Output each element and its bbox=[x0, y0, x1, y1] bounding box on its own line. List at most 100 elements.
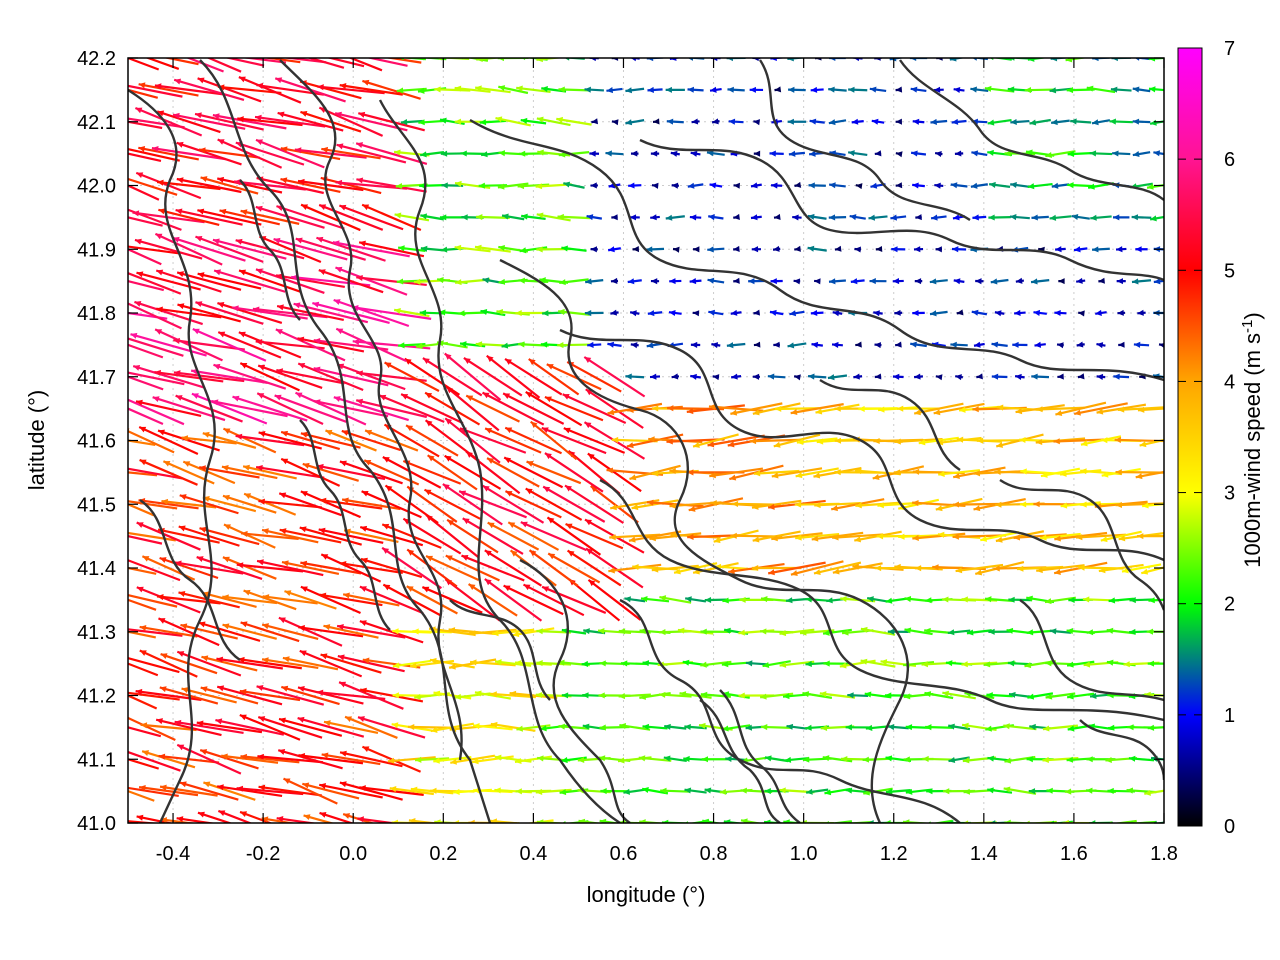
wind-arrow-head bbox=[468, 819, 475, 823]
wind-arrow bbox=[359, 585, 424, 615]
wind-arrow bbox=[828, 86, 847, 93]
wind-arrow-head bbox=[459, 341, 467, 348]
wind-arrow-head bbox=[1067, 693, 1074, 700]
wind-arrow-head bbox=[650, 214, 657, 221]
wind-arrow bbox=[176, 177, 242, 194]
wind-arrow-shaft bbox=[336, 143, 407, 164]
wind-arrow-head bbox=[475, 341, 483, 348]
wind-arrow bbox=[690, 150, 701, 157]
wind-arrow bbox=[175, 394, 243, 423]
wind-arrow bbox=[647, 86, 663, 93]
wind-arrow-head bbox=[661, 819, 669, 823]
wind-arrow-head bbox=[160, 817, 168, 823]
wind-arrow bbox=[1077, 373, 1085, 380]
wind-arrow-shaft bbox=[583, 356, 646, 398]
wind-arrow-head bbox=[213, 363, 221, 370]
wind-arrow-head bbox=[710, 86, 717, 93]
wind-arrow-head bbox=[651, 182, 659, 189]
wind-arrow bbox=[240, 621, 300, 643]
wind-arrow-head bbox=[806, 788, 813, 795]
wind-arrow bbox=[397, 245, 426, 253]
wind-arrow-head bbox=[693, 246, 700, 253]
wind-arrow-head bbox=[711, 342, 719, 349]
wind-arrow-shaft bbox=[300, 585, 361, 615]
wind-arrow-head bbox=[406, 425, 414, 432]
wind-arrow bbox=[300, 490, 361, 519]
wind-arrow-head bbox=[254, 51, 261, 57]
wind-arrow-head bbox=[915, 214, 922, 221]
wind-arrow bbox=[522, 583, 585, 617]
wind-arrow bbox=[378, 394, 445, 423]
wind-arrow-shaft bbox=[490, 692, 536, 699]
wind-arrow-head bbox=[1115, 469, 1122, 476]
wind-arrow-head bbox=[297, 716, 305, 723]
wind-arrow-head bbox=[119, 498, 126, 504]
wind-arrow bbox=[685, 596, 707, 603]
wind-arrow-head bbox=[509, 690, 517, 697]
wind-arrow-shaft bbox=[686, 404, 745, 413]
wind-arrow-head bbox=[642, 723, 650, 730]
wind-arrow bbox=[359, 785, 424, 796]
wind-arrow-head bbox=[179, 781, 187, 788]
wind-arrow bbox=[174, 560, 244, 575]
wind-arrow-head bbox=[561, 757, 568, 764]
wind-arrow bbox=[660, 787, 691, 794]
wind-arrow-shaft bbox=[709, 467, 764, 478]
wind-arrow-head bbox=[529, 550, 537, 557]
wind-arrow-head bbox=[851, 118, 859, 125]
wind-arrow bbox=[338, 681, 404, 710]
wind-arrow-head bbox=[674, 568, 681, 575]
wind-arrow bbox=[895, 341, 902, 348]
wind-arrow bbox=[663, 755, 687, 763]
wind-arrow bbox=[381, 546, 443, 590]
wind-arrow-head bbox=[258, 784, 266, 791]
wind-arrow-head bbox=[925, 724, 932, 731]
wind-arrow bbox=[474, 244, 511, 253]
wind-arrow-head bbox=[811, 341, 819, 348]
wind-arrow-head bbox=[1026, 756, 1033, 763]
wind-arrow-head bbox=[942, 596, 949, 603]
wind-arrow bbox=[795, 467, 839, 479]
wind-arrow-head bbox=[848, 150, 855, 157]
wind-arrow bbox=[419, 182, 445, 189]
wind-arrow-head bbox=[174, 78, 182, 85]
wind-arrow-head bbox=[192, 328, 200, 335]
wind-arrow bbox=[1003, 723, 1037, 731]
wind-arrow bbox=[280, 177, 341, 194]
wind-arrow-head bbox=[688, 505, 696, 512]
wind-arrow-head bbox=[905, 724, 913, 731]
wind-arrow-head bbox=[117, 555, 124, 561]
wind-arrow-head bbox=[648, 436, 655, 443]
wind-arrow-head bbox=[318, 269, 326, 275]
wind-arrow-head bbox=[892, 278, 900, 285]
wind-arrow bbox=[1045, 692, 1076, 700]
wind-arrow-head bbox=[119, 175, 126, 181]
x-tick-label: -0.4 bbox=[156, 843, 190, 865]
wind-arrow bbox=[172, 112, 246, 130]
wind-arrow-head bbox=[831, 505, 838, 512]
wind-arrow bbox=[609, 533, 661, 541]
wind-arrow-head bbox=[1127, 724, 1134, 731]
wind-arrow-head bbox=[1057, 373, 1064, 380]
wind-arrow bbox=[832, 310, 843, 317]
wind-arrow bbox=[711, 342, 721, 349]
wind-arrow-shaft bbox=[128, 88, 159, 99]
wind-arrow bbox=[700, 628, 732, 635]
wind-arrow-head bbox=[490, 721, 498, 728]
wind-arrow-shaft bbox=[462, 517, 524, 555]
wind-arrow-shaft bbox=[128, 786, 179, 797]
wind-arrow-head bbox=[240, 209, 248, 216]
wind-arrow-head bbox=[702, 818, 709, 823]
wind-arrow bbox=[980, 530, 1020, 542]
wind-arrow bbox=[750, 214, 762, 221]
wind-arrow bbox=[664, 723, 687, 730]
wind-arrow bbox=[192, 327, 267, 362]
wind-arrow-head bbox=[753, 309, 761, 316]
wind-arrow-head bbox=[217, 302, 225, 308]
wind-arrow-head bbox=[952, 501, 960, 508]
wind-arrow-head bbox=[281, 685, 289, 692]
wind-arrow-head bbox=[536, 116, 544, 123]
wind-arrow-shaft bbox=[421, 586, 483, 614]
wind-arrow-shaft bbox=[1073, 402, 1128, 416]
wind-arrow-shaft bbox=[1135, 470, 1164, 479]
